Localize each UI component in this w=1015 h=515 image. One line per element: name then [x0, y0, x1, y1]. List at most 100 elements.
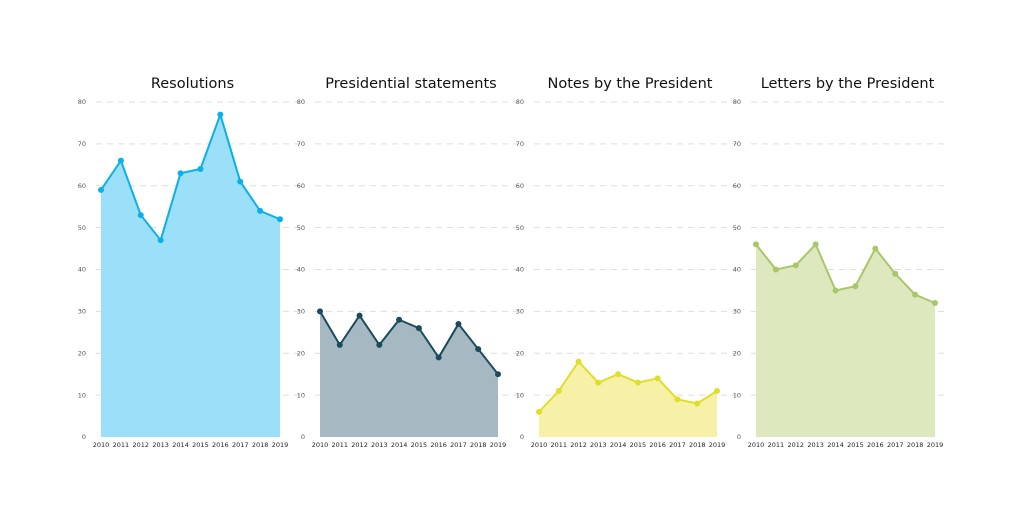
- data-point: [475, 346, 482, 353]
- data-point: [98, 186, 104, 193]
- y-tick-label: 0: [520, 433, 524, 441]
- x-tick-label: 2012: [351, 441, 368, 449]
- data-point: [792, 262, 799, 269]
- data-point: [852, 283, 859, 290]
- y-tick-label: 70: [516, 140, 524, 148]
- x-tick-label: 2019: [927, 441, 944, 449]
- x-tick-label: 2017: [669, 441, 686, 449]
- x-tick-label: 2017: [232, 441, 249, 449]
- x-tick-label: 2010: [748, 441, 765, 449]
- y-tick-label: 20: [78, 349, 86, 357]
- data-point: [376, 341, 383, 348]
- data-point: [137, 212, 144, 219]
- x-tick-label: 2019: [490, 441, 507, 449]
- x-tick-label: 2015: [630, 441, 647, 449]
- y-tick-label: 10: [733, 391, 741, 399]
- x-tick-label: 2011: [768, 441, 785, 449]
- chart-title: Resolutions: [151, 76, 234, 92]
- x-tick-label: 2014: [391, 441, 408, 449]
- x-tick-label: 2015: [847, 441, 864, 449]
- data-point: [694, 400, 701, 407]
- chart-title: Letters by the President: [761, 76, 935, 92]
- area-fill: [539, 361, 717, 437]
- x-tick-label: 2016: [430, 441, 447, 449]
- x-tick-label: 2014: [827, 441, 844, 449]
- data-point: [317, 308, 323, 315]
- area-fill: [320, 311, 498, 437]
- data-point: [634, 379, 641, 386]
- data-point: [872, 245, 879, 252]
- chart-title: Notes by the President: [548, 76, 713, 92]
- data-point: [575, 358, 582, 365]
- y-tick-label: 80: [78, 98, 86, 106]
- x-tick-label: 2015: [192, 441, 209, 449]
- y-tick-label: 50: [733, 224, 741, 232]
- x-tick-label: 2019: [709, 441, 726, 449]
- x-tick-label: 2015: [411, 441, 428, 449]
- series-line: [755, 243, 936, 304]
- y-tick-label: 20: [297, 349, 305, 357]
- y-tick-label: 60: [733, 182, 741, 190]
- data-point: [555, 387, 562, 394]
- area-fill: [101, 114, 280, 437]
- data-point: [714, 387, 720, 394]
- data-point: [772, 266, 779, 273]
- data-point: [753, 241, 759, 248]
- x-tick-label: 2013: [371, 441, 388, 449]
- series-line: [319, 310, 499, 375]
- y-tick-label: 0: [737, 433, 741, 441]
- x-tick-label: 2013: [590, 441, 607, 449]
- y-tick-label: 20: [733, 349, 741, 357]
- data-point: [654, 375, 661, 382]
- x-tick-label: 2013: [807, 441, 824, 449]
- area-fill: [756, 244, 935, 437]
- y-tick-label: 80: [733, 98, 741, 106]
- data-point: [237, 178, 244, 185]
- data-point: [832, 287, 839, 294]
- data-point: [415, 325, 422, 332]
- y-tick-label: 30: [733, 308, 741, 316]
- x-tick-label: 2012: [133, 441, 150, 449]
- x-tick-label: 2017: [450, 441, 467, 449]
- y-tick-label: 30: [516, 308, 524, 316]
- y-tick-label: 70: [78, 140, 86, 148]
- series-line: [538, 360, 718, 413]
- data-point: [197, 166, 204, 172]
- x-tick-label: 2013: [152, 441, 169, 449]
- data-point: [455, 320, 462, 327]
- x-tick-label: 2018: [689, 441, 706, 449]
- data-point: [615, 371, 622, 378]
- data-point: [336, 341, 343, 348]
- x-tick-label: 2014: [172, 441, 189, 449]
- data-point: [177, 170, 184, 177]
- y-tick-label: 80: [516, 98, 524, 106]
- data-point: [495, 371, 501, 378]
- data-point: [396, 316, 403, 323]
- data-point: [595, 379, 602, 386]
- y-tick-label: 40: [297, 266, 305, 274]
- y-tick-label: 60: [516, 182, 524, 190]
- y-tick-label: 40: [516, 266, 524, 274]
- y-tick-label: 0: [82, 433, 86, 441]
- y-tick-label: 10: [297, 391, 305, 399]
- data-point: [356, 312, 363, 319]
- data-point: [812, 241, 819, 248]
- data-point: [536, 408, 542, 415]
- x-tick-label: 2012: [570, 441, 587, 449]
- data-point: [157, 237, 164, 244]
- y-tick-label: 0: [301, 433, 305, 441]
- x-tick-label: 2018: [470, 441, 487, 449]
- y-tick-label: 20: [516, 349, 524, 357]
- data-point: [117, 157, 124, 164]
- y-tick-label: 50: [297, 224, 305, 232]
- y-tick-label: 10: [516, 391, 524, 399]
- x-tick-label: 2011: [332, 441, 349, 449]
- x-tick-label: 2017: [887, 441, 904, 449]
- x-tick-label: 2011: [113, 441, 130, 449]
- y-tick-label: 40: [78, 266, 86, 274]
- series-line: [100, 113, 281, 242]
